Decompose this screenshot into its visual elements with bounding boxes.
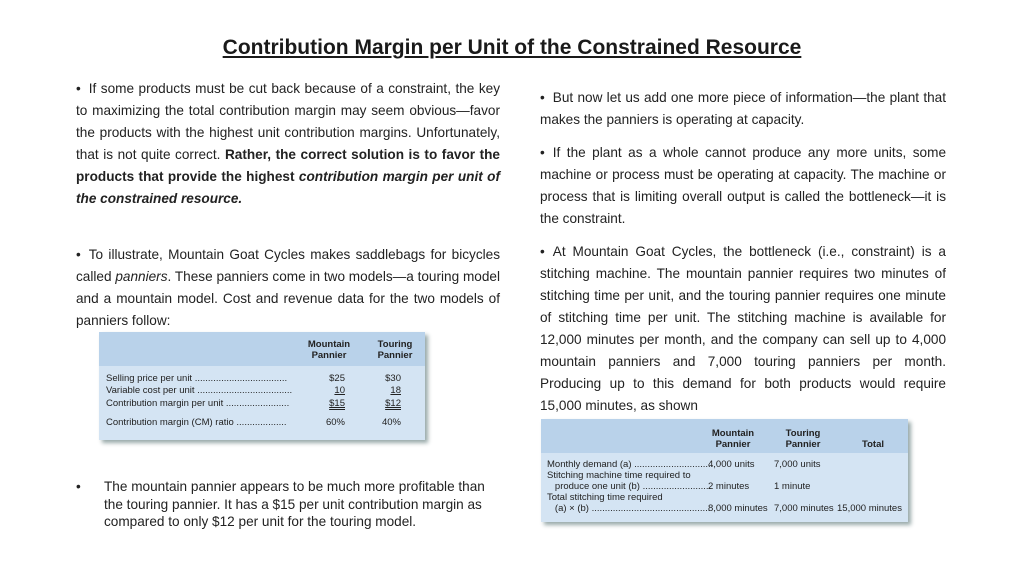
cell-mountain: 8,000 minutes [708,503,768,514]
paragraph-text: But now let us add one more piece of inf… [540,90,946,127]
cell-touring: $30 [385,373,401,384]
paragraph-text: If the plant as a whole cannot produce a… [540,145,946,226]
cell-mountain: $15 [329,398,345,409]
table-header-band [541,419,908,453]
paragraph-text: If some products must be cut back becaus… [76,81,500,162]
bold-italic-text: contribution margin per unit of the cons… [76,169,501,206]
paragraph-text: To illustrate, Mountain Goat Cycles make… [76,247,500,284]
bullet-marker: • [76,81,81,96]
paragraph-text: At Mountain Goat Cycles, the bottleneck … [540,244,946,413]
bullet-marker: • [540,145,545,160]
paragraph-stitching-machine: • At Mountain Goat Cycles, the bottleneck… [540,241,946,415]
cell-mountain: $25 [329,373,345,384]
row-label: Monthly demand (a) .....................… [547,459,714,470]
paragraph-illustration: • To illustrate, Mountain Goat Cycles mak… [76,244,500,332]
row-label: Variable cost per unit .................… [106,385,293,396]
cell-touring: 7,000 units [774,459,821,470]
row-label: produce one unit (b) ...................… [547,481,712,492]
cell-touring: $12 [385,398,401,409]
table-header-band [99,332,425,366]
column-header-mountain: Mountain Pannier [711,428,755,450]
stitching-time-table: Mountain Pannier Touring Pannier Total M… [541,419,908,522]
cell-touring: 1 minute [774,481,811,492]
italic-text: panniers [115,269,168,284]
row-label: Total stitching time required [547,492,663,503]
row-label: (a) × (b) ..............................… [547,503,711,514]
row-label: Contribution margin (CM) ratio .........… [106,417,287,428]
bullet-marker: • [76,247,81,262]
row-label: Stitching machine time required to [547,470,691,481]
bold-text: Rather, the correct solution is to favor… [76,147,500,184]
cell-touring: 7,000 minutes [774,503,834,514]
bullet-marker: • [540,244,545,259]
cell-touring: 18 [390,385,401,396]
column-header-mountain: Mountain Pannier [307,339,351,361]
cell-mountain: 2 minutes [708,481,750,492]
paragraph-bottleneck: • If the plant as a whole cannot produce … [540,142,946,230]
cell-mountain: 10 [334,385,345,396]
column-header-total: Total [862,439,884,450]
cell-mountain: 4,000 units [708,459,755,470]
paragraph-text: The mountain pannier appears to be much … [104,479,485,529]
paragraph-text: . These panniers come in two models—a to… [76,269,501,328]
paragraph-mountain-profitable: • The mountain pannier appears to be much… [76,478,486,531]
cell-mountain: 60% [325,417,345,428]
row-label: Selling price per unit .................… [106,373,288,384]
bullet-marker: • [76,479,81,494]
bullet-marker: • [540,90,545,105]
paragraph-capacity: • But now let us add one more piece of in… [540,87,946,131]
paragraph-constraint-intro: • If some products must be cut back becau… [76,78,500,210]
column-header-touring: Touring Pannier [785,428,821,450]
row-label: Contribution margin per unit ...........… [106,398,290,409]
pannier-cost-revenue-table: Mountain Pannier Touring Pannier Selling… [99,332,425,440]
column-header-touring: Touring Pannier [377,339,413,361]
cell-touring: 40% [381,417,401,428]
slide-title: Contribution Margin per Unit of the Cons… [222,36,802,59]
cell-total: 15,000 minutes [837,503,902,514]
